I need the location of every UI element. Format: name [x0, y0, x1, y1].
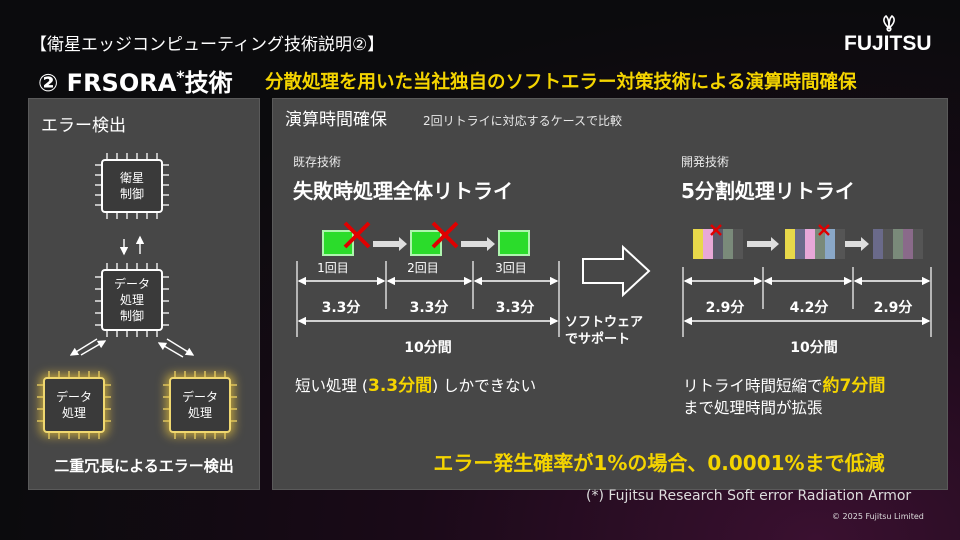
data-processing-chip-left: データ 処理 [43, 377, 105, 433]
chip-diagram-lines [37, 153, 237, 439]
satellite-control-chip: 衛星 制御 [101, 159, 163, 213]
svg-text:FUJITSU: FUJITSU [844, 32, 932, 54]
developed-tech-title: 5分割処理リトライ [681, 179, 855, 203]
dual-redundancy-caption: 二重冗長によるエラー検出 [54, 457, 234, 475]
developed-total: 10分間 [790, 340, 838, 356]
existing-segment-2: 3.3分 [409, 300, 449, 316]
data-processing-chip-right: データ 処理 [169, 377, 231, 433]
panel-title-compute-time: 演算時間確保 [285, 110, 387, 130]
error-mark [343, 221, 459, 249]
developed-segment-2: 4.2分 [789, 300, 829, 316]
developed-description: リトライ時間短縮で約7分間 まで処理時間が拡張 [683, 376, 886, 417]
comparison-note: 2回リトライに対応するケースで比較 [423, 114, 623, 128]
panel-title-error-detection: エラー検出 [41, 116, 126, 136]
attempt-2-label: 2回目 [407, 261, 439, 275]
existing-tech-label: 既存技術 [293, 155, 342, 169]
software-support-arrow [582, 244, 651, 298]
existing-tech-title: 失敗時処理全体リトライ [293, 179, 513, 203]
footnote: (*) Fujitsu Research Soft error Radiatio… [586, 488, 912, 504]
developed-segment-blocks [693, 229, 923, 259]
compute-time-panel: 演算時間確保 2回リトライに対応するケースで比較 既存技術 失敗時処理全体リトラ… [272, 98, 948, 490]
error-detection-panel: エラー検出 [28, 98, 260, 490]
developed-segment-1: 2.9分 [705, 300, 745, 316]
developed-segment-3: 2.9分 [873, 300, 913, 316]
data-processing-control-chip: データ 処理 制御 [101, 269, 163, 331]
attempt-1-label: 1回目 [317, 261, 349, 275]
existing-total: 10分間 [404, 340, 452, 356]
attempt-3-label: 3回目 [495, 261, 527, 275]
fujitsu-logo: FUJITSU [842, 14, 932, 55]
retry-timelines [296, 221, 932, 337]
slide-title: ② FRSORA*技術 [38, 67, 233, 97]
error-rate-result: エラー発生確率が1%の場合、0.0001%まで低減 [433, 451, 885, 475]
developed-tech-label: 開発技術 [681, 155, 730, 169]
slide-tagline: 分散処理を用いた当社独自のソフトエラー対策技術による演算時間確保 [265, 72, 857, 93]
slide-subtitle: 【衛星エッジコンピューティング技術説明②】 [30, 35, 385, 55]
existing-segment-3: 3.3分 [495, 300, 535, 316]
existing-description: 短い処理 (3.3分間) しかできない [295, 376, 537, 396]
software-support-label: ソフトウェア でサポート [565, 315, 644, 347]
copyright: © 2025 Fujitsu Limited [832, 512, 924, 521]
existing-segment-1: 3.3分 [321, 300, 361, 316]
